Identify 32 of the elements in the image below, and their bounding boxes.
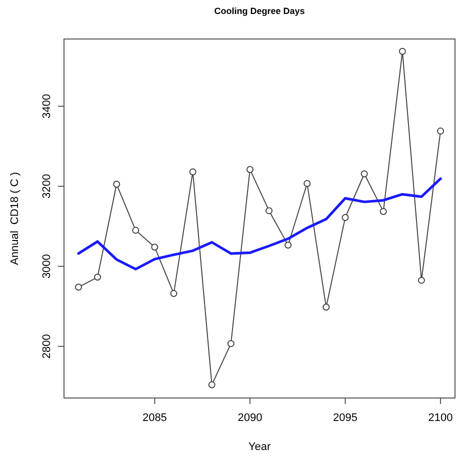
x-tick-label: 2095 xyxy=(333,412,358,424)
point xyxy=(151,244,158,251)
x-tick-label: 2100 xyxy=(428,412,453,424)
point xyxy=(74,284,82,291)
point xyxy=(94,274,102,281)
point xyxy=(437,128,444,135)
y-tick-label: 2800 xyxy=(41,334,53,359)
point xyxy=(113,180,120,188)
point xyxy=(170,290,178,298)
point xyxy=(227,340,234,348)
point xyxy=(208,381,216,388)
point xyxy=(266,207,273,214)
x-tick-label: 2085 xyxy=(142,412,167,424)
y-tick-label: 3200 xyxy=(41,174,53,199)
point xyxy=(304,180,311,187)
y-tick-label: 3000 xyxy=(41,254,53,279)
y-axis-title: Annual CD18 ( C ) xyxy=(9,172,21,265)
chart-title: Cooling Degree Days xyxy=(214,6,305,16)
point xyxy=(398,48,406,55)
point xyxy=(418,276,425,284)
x-axis-title: Year xyxy=(248,441,271,453)
line-series xyxy=(77,177,442,270)
point xyxy=(322,304,330,311)
point xyxy=(342,214,349,221)
point xyxy=(132,226,140,234)
y-tick-label: 3400 xyxy=(41,94,53,118)
point xyxy=(189,168,196,176)
point xyxy=(246,166,254,173)
point xyxy=(380,208,387,215)
point xyxy=(360,170,368,178)
point xyxy=(284,242,292,249)
x-tick-label: 2090 xyxy=(238,412,262,424)
